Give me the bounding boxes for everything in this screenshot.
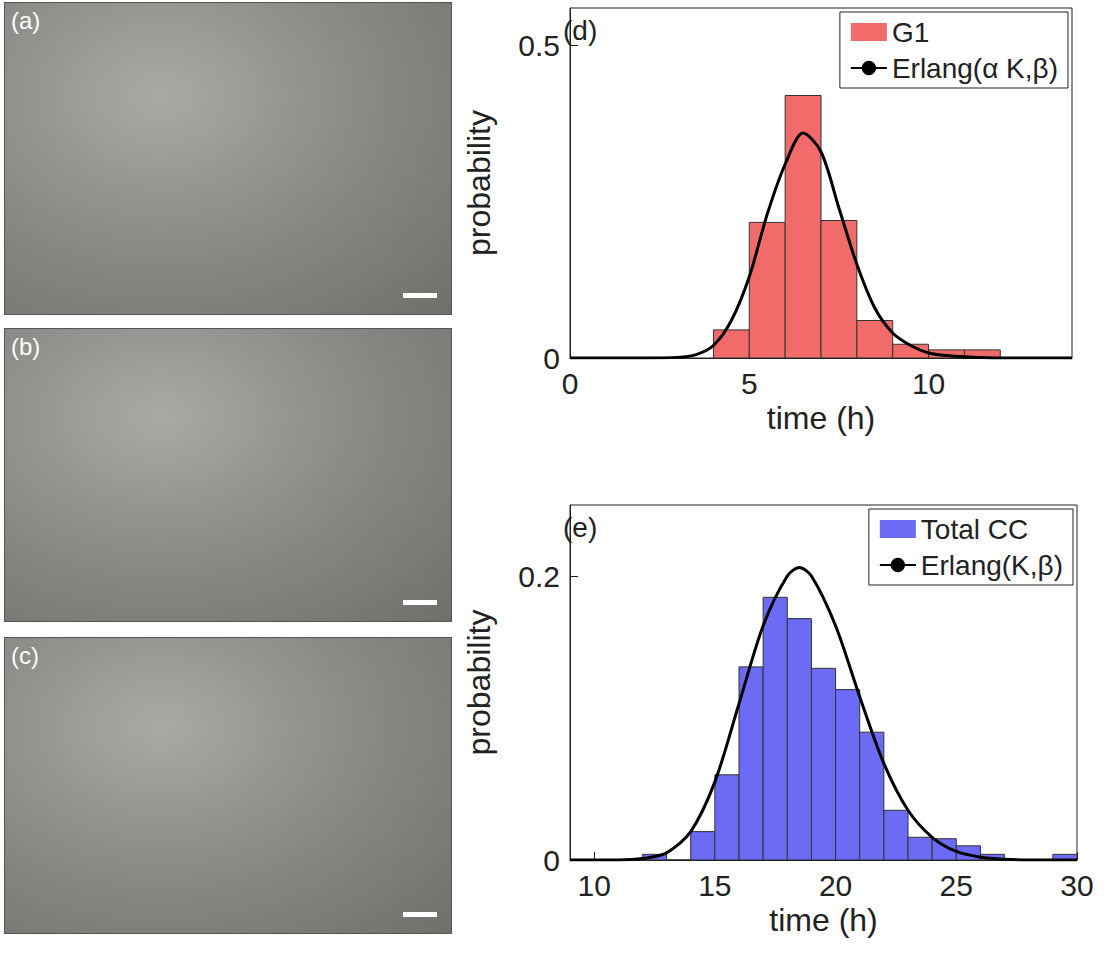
svg-text:30: 30	[1060, 869, 1093, 902]
svg-text:probability: probability	[461, 610, 497, 756]
svg-text:10: 10	[577, 869, 610, 902]
svg-text:Erlang(α K,β): Erlang(α K,β)	[892, 53, 1058, 84]
svg-text:time (h): time (h)	[767, 400, 875, 436]
html-text:(b): (b)	[11, 333, 41, 360]
svg-text:time (h): time (h)	[769, 902, 877, 938]
svg-text:probability: probability	[461, 110, 497, 256]
svg-text:25: 25	[940, 869, 973, 902]
svg-text:5: 5	[741, 367, 758, 400]
svg-text:G1: G1	[892, 17, 929, 48]
svg-text:0: 0	[543, 844, 560, 877]
svg-text:0: 0	[543, 342, 560, 375]
html-text:(a): (a)	[11, 7, 41, 34]
svg-text:Total CC: Total CC	[921, 514, 1028, 545]
svg-text:15: 15	[698, 869, 731, 902]
svg-text:0: 0	[562, 367, 579, 400]
svg-text:0.2: 0.2	[518, 560, 560, 593]
svg-text:(e): (e)	[563, 512, 597, 543]
svg-text:(d): (d)	[563, 15, 597, 46]
svg-text:Erlang(K,β): Erlang(K,β)	[921, 550, 1063, 581]
svg-text:20: 20	[819, 869, 852, 902]
html-text:(c): (c)	[11, 642, 39, 669]
svg-text:10: 10	[912, 367, 945, 400]
svg-text:0.5: 0.5	[518, 29, 560, 62]
